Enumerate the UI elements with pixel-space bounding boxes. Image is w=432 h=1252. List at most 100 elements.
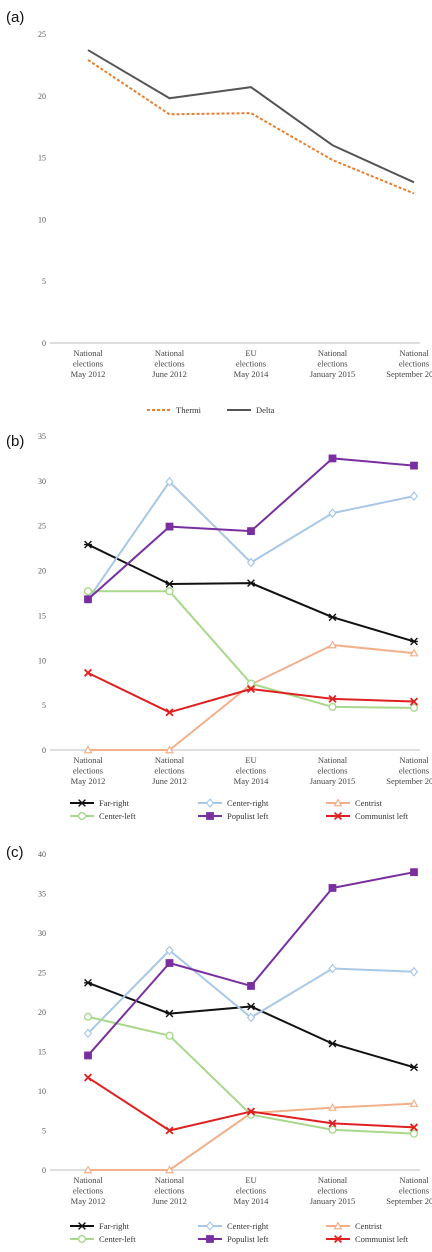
x-category-label-line: elections	[154, 1186, 184, 1196]
legend: Thermi Delta	[147, 405, 275, 415]
series-line	[88, 590, 415, 709]
x-category-label-line: January 2015	[310, 369, 356, 379]
legend-swatch-marker	[206, 1235, 214, 1243]
series-thermi	[87, 59, 415, 195]
data-point	[328, 1102, 337, 1111]
data-point	[83, 587, 93, 596]
data-point	[247, 527, 255, 535]
x-category-label-line: National	[73, 1175, 103, 1185]
x-category-label-line: May 2014	[234, 1196, 269, 1206]
data-point	[83, 668, 93, 677]
legend-swatch-marker	[206, 812, 214, 820]
data-point	[328, 1119, 337, 1128]
data-point	[246, 679, 256, 688]
data-point	[246, 684, 256, 694]
x-category-label-line: National	[318, 755, 348, 765]
series-center-right	[83, 945, 419, 1039]
y-tick-label: 30	[38, 929, 46, 938]
y-tick-label: 20	[38, 92, 46, 101]
data-point	[84, 1051, 92, 1060]
data-point	[246, 1012, 256, 1023]
series-line	[87, 981, 415, 1069]
x-category-label: National elections May 2012	[71, 755, 106, 786]
data-point	[409, 697, 419, 706]
data-point	[410, 1063, 418, 1072]
x-category-label-line: elections	[236, 1186, 266, 1196]
legend-swatch-marker	[333, 811, 343, 821]
panel-label-b: (b)	[6, 433, 24, 450]
x-category-label-line: elections	[317, 766, 347, 776]
data-point	[246, 557, 256, 568]
data-point	[165, 580, 174, 588]
x-category-label-line: National	[155, 1175, 185, 1185]
x-category-label: National elections May 2012	[71, 1175, 106, 1206]
x-category-label-line: National	[399, 348, 429, 358]
legend-label: Center-left	[99, 1234, 136, 1244]
x-category-label-line: elections	[236, 766, 266, 776]
data-point	[328, 613, 337, 622]
legend-label: Center-right	[227, 798, 269, 808]
data-point	[409, 1123, 419, 1132]
series-line	[87, 480, 415, 600]
data-point	[165, 1031, 174, 1040]
x-category-label: EU elections May 2014	[234, 755, 269, 786]
y-tick-label: 35	[38, 432, 46, 441]
y-tick-label: 20	[38, 1008, 46, 1017]
x-category-label-line: EU	[245, 1175, 256, 1185]
x-category-label-line: National	[73, 755, 103, 765]
data-point	[83, 1073, 93, 1082]
data-point	[328, 508, 337, 519]
data-point	[165, 522, 174, 531]
x-category-label: National elections June 2012	[152, 755, 187, 786]
legend-swatch-marker	[333, 1221, 343, 1230]
data-point	[165, 1009, 174, 1018]
x-category-label-line: elections	[154, 766, 184, 776]
x-category-label: EU elections May 2014	[234, 348, 269, 379]
data-point	[410, 461, 418, 470]
data-point	[83, 745, 93, 754]
y-tick-label: 5	[42, 701, 46, 710]
data-point	[409, 966, 419, 977]
series-populist-left	[84, 454, 418, 604]
x-category-label-line: elections	[73, 1186, 103, 1196]
x-category-label-line: National	[318, 348, 348, 358]
y-tick-label: 10	[38, 656, 46, 665]
y-tick-label: 20	[38, 567, 46, 576]
legend-swatch-marker	[77, 811, 87, 821]
x-category-label-line: May 2012	[71, 369, 106, 379]
data-point	[409, 491, 419, 502]
data-point	[410, 868, 418, 877]
y-tick-label: 0	[42, 746, 46, 755]
x-category-label-line: elections	[399, 766, 429, 776]
x-category-label-line: elections	[236, 359, 266, 369]
legend-label: Far-right	[99, 1221, 130, 1231]
series-far-right	[84, 540, 418, 646]
x-category-label-line: National	[399, 755, 429, 765]
x-category-label-line: January 2015	[310, 1196, 356, 1206]
data-point	[247, 579, 255, 588]
data-point	[165, 1126, 174, 1135]
x-category-label-line: September 2015	[386, 369, 432, 379]
y-tick-label: 0	[42, 339, 46, 348]
data-point	[328, 884, 337, 892]
x-category-label-line: January 2015	[310, 776, 356, 786]
series-center-left	[83, 587, 419, 712]
data-point	[83, 1012, 93, 1021]
data-point	[328, 702, 337, 712]
series-line	[87, 59, 415, 195]
data-point	[83, 1165, 93, 1174]
y-tick-label: 15	[38, 611, 46, 620]
y-tick-label: 5	[42, 277, 46, 286]
legend-swatch-marker	[205, 1221, 215, 1231]
data-point	[84, 595, 92, 604]
x-category-label-line: June 2012	[152, 369, 187, 379]
x-category-label-line: National	[73, 348, 103, 358]
legend-swatch-marker	[78, 1222, 86, 1230]
data-point	[165, 745, 174, 754]
data-point	[165, 1165, 174, 1174]
legend-label: Communist left	[355, 1234, 409, 1244]
